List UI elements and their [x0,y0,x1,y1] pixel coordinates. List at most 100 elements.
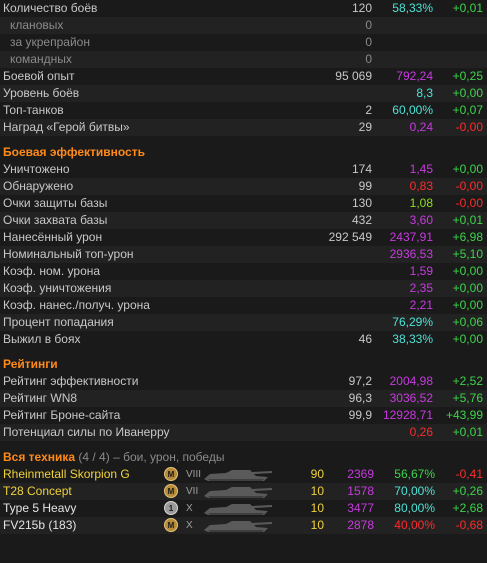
vehicle-battles: 90 [310,467,324,481]
stat-label: за укрепрайон [10,35,90,49]
stat-row: Нанесённый урон 292 549 2437,91 +6,98 [0,229,487,246]
stat-delta: +0,06 [452,315,483,329]
stat-value: 99,9 [348,408,372,422]
stat-average: 2936,53 [389,247,433,261]
stat-value: 99 [358,179,372,193]
stat-average: 3,60 [409,213,433,227]
vehicle-winrate: 56,67% [394,467,435,481]
vehicle-winrate: 70,00% [394,484,435,498]
vehicle-battles: 10 [310,501,324,515]
tank-silhouette-icon [204,504,272,515]
stat-value: 0 [365,52,372,66]
section-efficiency-label: Боевая эффективность [3,145,145,159]
stat-row: Потенциал силы по Иванерру 0,26 +0,01 [0,424,487,441]
tank-icon [202,467,274,482]
stat-value: 2 [365,103,372,117]
stat-label: Коэф. нанес./получ. урона [3,298,150,312]
vehicle-delta: -0,41 [455,467,483,481]
stat-label: Уровень боёв [3,86,80,100]
stat-delta: +6,98 [452,230,483,244]
stat-average: 1,59 [409,264,433,278]
stat-delta: +43,99 [445,408,483,422]
stat-row: Рейтинг эффективности 97,2 2004,98 +2,52 [0,373,487,390]
stat-label: Номинальный топ-урон [3,247,134,261]
section-vehicles: Вся техника (4 / 4) – бои, урон, победы [0,449,487,466]
stat-average: 1,08 [409,196,433,210]
stat-delta: +0,25 [452,69,483,83]
stat-label: Процент попадания [3,315,114,329]
stat-row: Уровень боёв 8,3 +0,00 [0,85,487,102]
stat-value: 29 [358,120,372,134]
stat-label: Рейтинг Броне-сайта [3,408,121,422]
section-ratings: Рейтинги [0,356,487,373]
stat-row: Топ-танков 2 60,00% +0,07 [0,102,487,119]
stat-value: 120 [351,1,372,15]
tank-silhouette-icon [204,470,272,481]
stat-average: 2004,98 [389,374,433,388]
vehicle-name: Rheinmetall Skorpion G [3,467,130,481]
stat-average: 38,33% [392,332,433,346]
stat-row: командных 0 [0,51,487,68]
stat-label: Рейтинг эффективности [3,374,139,388]
vehicle-tier: VIII [186,469,202,480]
stat-average: 8,3 [416,86,433,100]
stat-delta: +0,07 [452,103,483,117]
vehicle-name: FV215b (183) [3,518,77,532]
stat-row: Коэф. ном. урона 1,59 +0,00 [0,263,487,280]
stat-average: 12928,71 [382,408,433,422]
vehicle-row[interactable]: T28 Concept M VII 10 1578 70,00% +0,26 [0,483,487,500]
stat-row: Рейтинг Броне-сайта 99,9 12928,71 +43,99 [0,407,487,424]
stat-label: Обнаружено [3,179,74,193]
stat-value: 432 [351,213,372,227]
tank-icon [202,501,274,516]
stat-average: 60,00% [392,103,433,117]
vehicles-title: Вся техника [3,450,76,464]
stat-row: клановых 0 [0,17,487,34]
stat-delta: +5,10 [452,247,483,261]
vehicle-name: Type 5 Heavy [3,501,77,515]
stat-label: Потенциал силы по Иванерру [3,425,170,439]
stat-average: 2,35 [409,281,433,295]
mastery-badge-icon: M [164,467,178,481]
stat-label: клановых [10,18,64,32]
stat-average: 1,45 [409,162,433,176]
stat-label: Рейтинг WN8 [3,391,78,405]
stat-label: Уничтожено [3,162,70,176]
vehicle-damage: 1578 [347,484,374,498]
stat-delta: +0,00 [452,298,483,312]
vehicle-row[interactable]: Rheinmetall Skorpion G M VIII 90 2369 56,67% -… [0,466,487,483]
stat-value: 174 [351,162,372,176]
vehicle-damage: 2878 [347,518,374,532]
vehicle-delta: +0,26 [452,484,483,498]
tank-icon [202,484,274,499]
mastery-badge-icon: M [164,484,178,498]
vehicle-row[interactable]: FV215b (183) M X 10 2878 40,00% -0,68 [0,517,487,534]
stat-label: Нанесённый урон [3,230,103,244]
stat-value: 0 [365,35,372,49]
stat-delta: -0,00 [455,120,483,134]
section-ratings-label: Рейтинги [3,357,58,371]
vehicle-damage: 3477 [347,501,374,515]
stat-row: Наград «Герой битвы» 29 0,24 -0,00 [0,119,487,136]
stat-average: 0,24 [409,120,433,134]
stat-delta: +0,00 [452,332,483,346]
stat-value: 0 [365,18,372,32]
stat-delta: +0,00 [452,86,483,100]
stat-average: 76,29% [392,315,433,329]
stat-row: Уничтожено 174 1,45 +0,00 [0,161,487,178]
vehicle-tier: VII [186,486,199,497]
stat-average: 792,24 [396,69,433,83]
vehicle-battles: 10 [310,518,324,532]
vehicle-row[interactable]: Type 5 Heavy 1 X 10 3477 80,00% +2,68 [0,500,487,517]
stat-average: 3036,52 [389,391,433,405]
section-efficiency: Боевая эффективность [0,144,487,161]
stat-delta: +0,01 [452,425,483,439]
stat-delta: -0,00 [455,196,483,210]
stat-value: 292 549 [328,230,372,244]
stat-delta: +0,01 [452,1,483,15]
stat-label: Коэф. уничтожения [3,281,112,295]
vehicle-damage: 2369 [347,467,374,481]
stat-row: Рейтинг WN8 96,3 3036,52 +5,76 [0,390,487,407]
tank-silhouette-icon [204,487,272,498]
